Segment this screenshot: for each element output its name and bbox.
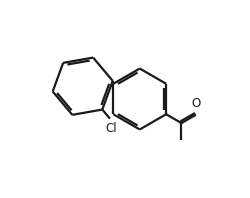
Text: Cl: Cl	[105, 122, 117, 135]
Text: O: O	[191, 97, 200, 110]
